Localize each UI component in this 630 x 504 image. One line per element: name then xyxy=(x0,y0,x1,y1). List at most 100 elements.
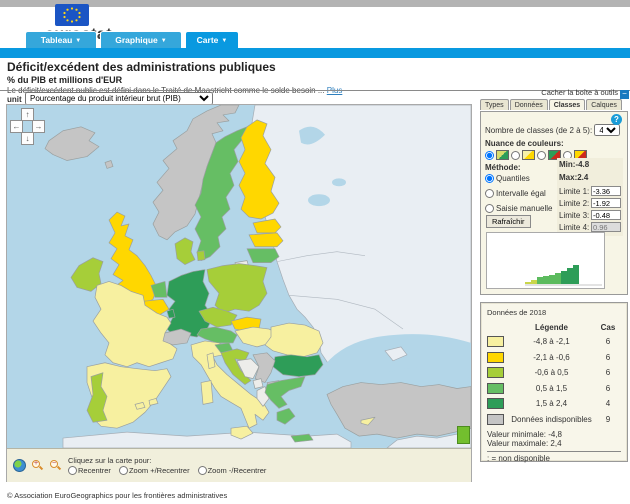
map-country-faroe[interactable] xyxy=(104,160,114,169)
map-country-austria[interactable] xyxy=(196,326,238,344)
method-equal-interval-radio[interactable]: Intervalle égal xyxy=(485,189,557,198)
toolbox-tab-types[interactable]: Types xyxy=(480,99,509,110)
zoom-out-icon[interactable]: − xyxy=(49,459,62,472)
map-country-estonia[interactable] xyxy=(252,218,282,234)
europe-map[interactable] xyxy=(7,105,471,448)
map-country-lithuania[interactable] xyxy=(246,248,280,263)
scheme-radio-1[interactable] xyxy=(485,150,494,160)
color-scheme-label: Nuance de couleurs: xyxy=(485,139,564,148)
hide-toolbox-link[interactable]: Cacher la boîte à outils − xyxy=(479,88,629,99)
toolbox-tab-calques[interactable]: Calques xyxy=(586,99,622,110)
map-country-serbia[interactable] xyxy=(252,352,276,383)
map-country-denmark-island[interactable] xyxy=(196,250,206,261)
map-country-france[interactable] xyxy=(92,281,178,368)
map-country-greece[interactable] xyxy=(264,376,306,409)
globe-reset-icon[interactable] xyxy=(13,459,26,472)
map-country-ireland[interactable] xyxy=(70,257,104,292)
legend-swatch xyxy=(487,336,504,347)
toolbox-tabs: Types Données Classes Calques xyxy=(480,99,629,110)
map-country-mideast[interactable] xyxy=(386,427,471,448)
pan-right-button[interactable]: → xyxy=(32,120,45,133)
limit-row: Limite 4: xyxy=(559,222,621,232)
map-container: ↑ ← → ↓ + − Cliquez sur la carte pour: R… xyxy=(6,104,472,482)
histogram-bar xyxy=(543,276,549,284)
method-manual-radio[interactable]: Saisie manuelle xyxy=(485,204,557,213)
map-country-balearic-2[interactable] xyxy=(148,398,159,406)
legend-swatch xyxy=(487,367,504,378)
map-country-finland[interactable] xyxy=(238,119,280,220)
max-value: Max:2.4 xyxy=(559,173,589,182)
map-country-crimea[interactable] xyxy=(384,346,408,362)
limit-3-input[interactable] xyxy=(591,210,621,220)
map-country-netherlands[interactable] xyxy=(150,281,168,298)
pan-up-button[interactable]: ↑ xyxy=(21,108,34,121)
map-country-switzerland[interactable] xyxy=(162,328,192,346)
blue-band xyxy=(0,48,630,58)
map-country-iceland[interactable] xyxy=(44,126,100,161)
pan-left-button[interactable]: ← xyxy=(10,120,23,133)
copyright-text: © Association EuroGeographics pour les f… xyxy=(7,491,228,500)
map-country-croatia[interactable] xyxy=(220,348,252,385)
scheme-radio-2[interactable] xyxy=(511,150,520,160)
help-icon[interactable]: ? xyxy=(611,114,622,125)
unit-select[interactable]: Pourcentage du produit intérieur brut (P… xyxy=(25,92,213,105)
classes-count-label: Nombre de classes (de 2 à 5): xyxy=(485,126,593,135)
cases-header: Cas xyxy=(600,323,616,332)
classes-count-select[interactable]: 4 xyxy=(594,124,621,136)
data-legend-panel: Données de 2018 Légende Cas -4,8 à -2,1 6… xyxy=(480,302,628,463)
refresh-button[interactable]: Rafraîchir xyxy=(486,215,531,228)
scheme-radio-3[interactable] xyxy=(537,150,546,160)
map-country-crete[interactable] xyxy=(290,433,314,443)
map-country-poland[interactable] xyxy=(206,263,268,314)
limit-2-input[interactable] xyxy=(591,198,621,208)
map-pan-pad: ↑ ← → ↓ xyxy=(10,108,47,145)
map-country-denmark[interactable] xyxy=(174,237,196,265)
min-value: Min:-4.8 xyxy=(559,160,590,169)
tab-graphique[interactable]: Graphique xyxy=(100,31,182,48)
zoom-out-recenter-radio[interactable]: Zoom -/Recentrer xyxy=(197,466,266,475)
map-country-peloponnese[interactable] xyxy=(276,407,296,425)
map-country-montenegro[interactable] xyxy=(252,378,264,389)
map-country-romania[interactable] xyxy=(264,322,324,358)
top-gray-bar xyxy=(0,0,630,7)
scheme-swatch-green-red xyxy=(548,150,561,160)
max-value-text: Valeur maximale: 2,4 xyxy=(487,438,562,448)
histogram-bar xyxy=(567,268,573,284)
map-country-balearic-1[interactable] xyxy=(134,402,146,410)
map-country-cyprus[interactable] xyxy=(360,416,376,426)
zoom-in-icon[interactable]: + xyxy=(31,459,44,472)
map-country-bosnia[interactable] xyxy=(236,358,260,379)
map-country-luxembourg[interactable] xyxy=(166,308,176,319)
legend-swatch xyxy=(487,413,504,425)
tab-tableau[interactable]: Tableau xyxy=(25,31,97,48)
toolbox-tab-classes[interactable]: Classes xyxy=(548,99,586,110)
map-country-africa[interactable] xyxy=(62,431,352,448)
limit-1-input[interactable] xyxy=(591,186,621,196)
legend-row: 1,5 à 2,4 4 xyxy=(487,398,621,409)
method-quantiles-radio[interactable]: Quantiles xyxy=(485,174,557,183)
map-country-turkey[interactable] xyxy=(326,382,471,439)
toolbox-tab-donnees[interactable]: Données xyxy=(509,99,548,110)
color-scheme-options xyxy=(485,150,623,160)
scheme-radio-4[interactable] xyxy=(563,150,572,160)
map-country-latvia[interactable] xyxy=(248,232,284,248)
zoom-in-recenter-radio[interactable]: Zoom +/Recentrer xyxy=(118,466,190,475)
pan-down-button[interactable]: ↓ xyxy=(21,132,34,145)
overview-toggle-button[interactable] xyxy=(457,426,470,444)
not-available-footnote: : = non disponible xyxy=(487,453,550,463)
map-country-portugal[interactable] xyxy=(86,372,108,423)
map-country-bulgaria[interactable] xyxy=(272,354,324,377)
data-year-title: Données de 2018 xyxy=(487,308,547,317)
caret-down-icon xyxy=(161,35,167,45)
recenter-radio[interactable]: Recentrer xyxy=(68,466,111,475)
unit-label: unit xyxy=(7,95,22,104)
map-country-corsica[interactable] xyxy=(206,352,216,370)
caret-down-icon xyxy=(75,35,81,45)
map-country-sardinia[interactable] xyxy=(200,380,214,405)
map-country-sicily[interactable] xyxy=(230,425,254,440)
limit-row: Limite 2: xyxy=(559,198,621,208)
tab-carte-active[interactable]: Carte xyxy=(185,31,239,48)
histogram-bar xyxy=(555,273,561,284)
legend-row: -0,6 à 0,5 6 xyxy=(487,367,621,378)
